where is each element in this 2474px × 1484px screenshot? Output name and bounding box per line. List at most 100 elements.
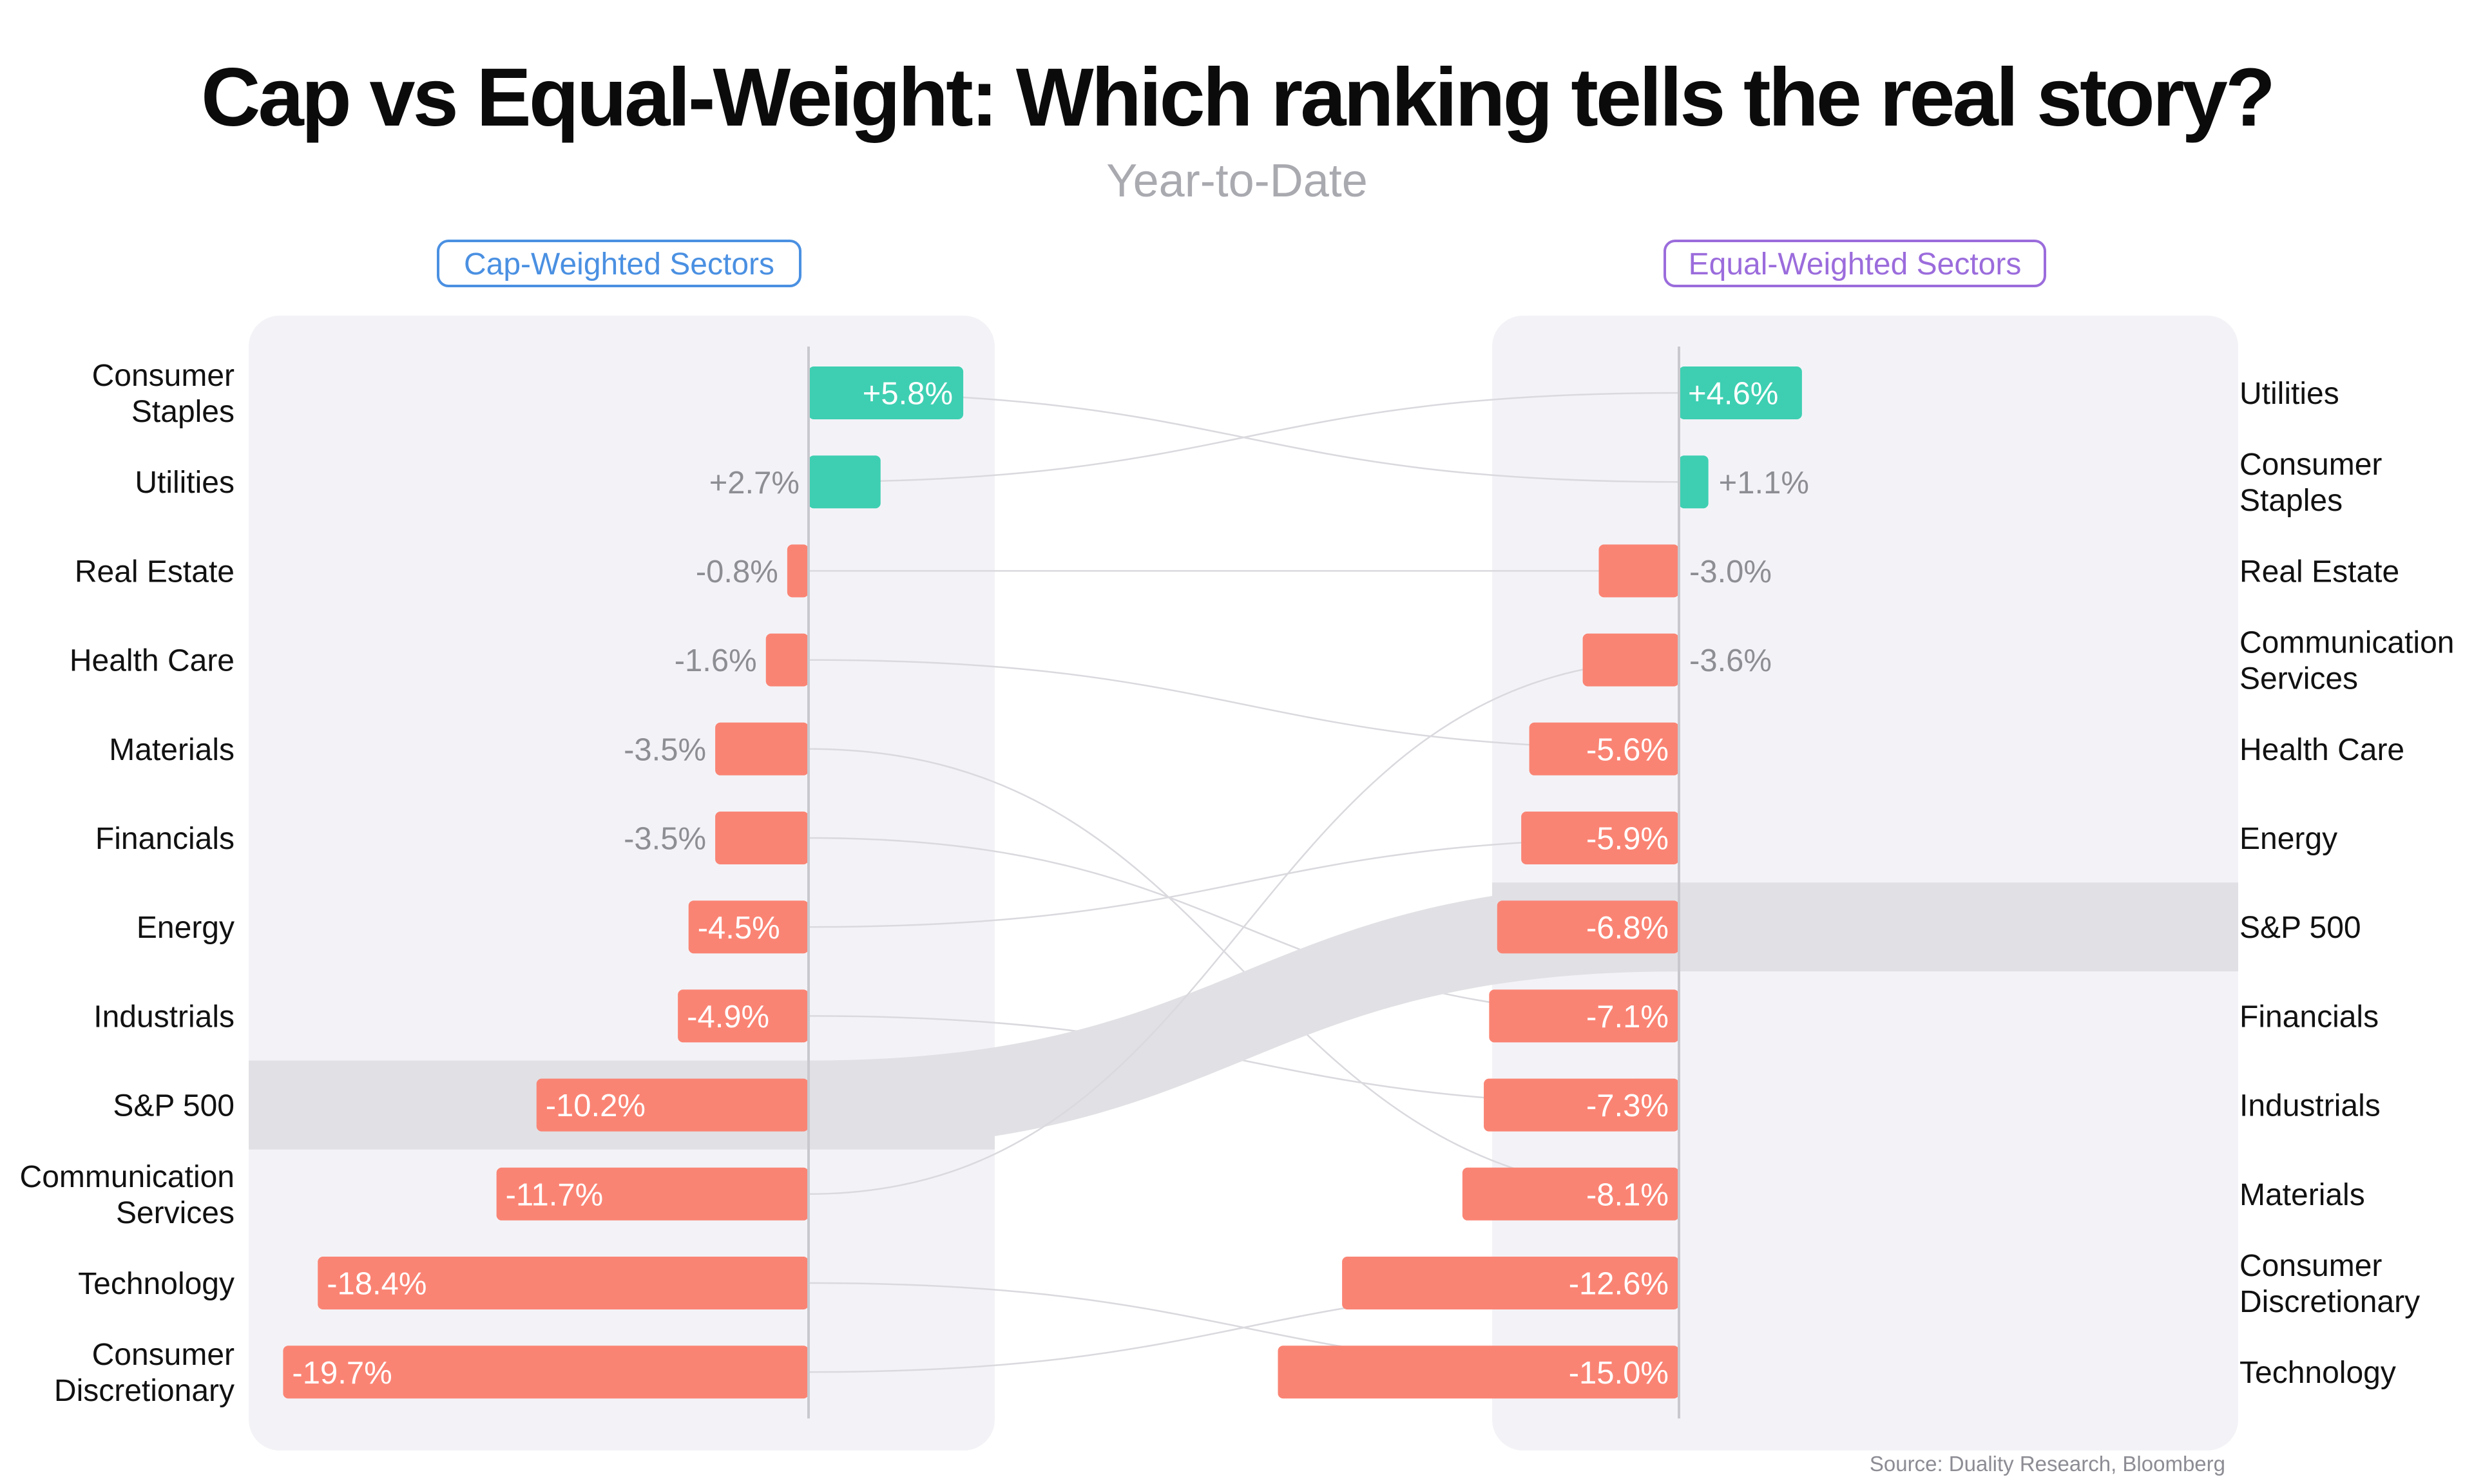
equal-category-label-line: Consumer bbox=[2239, 1249, 2382, 1283]
equal-category-label-line: Staples bbox=[2239, 484, 2343, 518]
cap-value-label: -3.5% bbox=[624, 822, 706, 857]
equal-category-label: S&P 500 bbox=[2239, 911, 2361, 945]
source-note: Source: Duality Research, Bloomberg bbox=[1869, 1452, 2225, 1476]
connector-energy bbox=[808, 837, 1680, 928]
equal-category-label-line: Utilities bbox=[2239, 377, 2339, 411]
cap-category-label-line: Materials bbox=[109, 733, 235, 767]
cap-category-label-line: Discretionary bbox=[54, 1374, 235, 1408]
equal-weighted-panel-label: Equal-Weighted Sectors bbox=[1664, 240, 2046, 287]
cap-value-label: -4.5% bbox=[698, 911, 780, 946]
cap-category-label-line: S&P 500 bbox=[113, 1089, 235, 1123]
equal-bar-consumer-staples bbox=[1679, 455, 1709, 509]
equal-category-label: Technology bbox=[2239, 1356, 2396, 1390]
equal-value-label: +4.6% bbox=[1688, 377, 1778, 412]
cap-value-label: -4.9% bbox=[687, 1000, 769, 1034]
equal-category-label-line: Technology bbox=[2239, 1356, 2396, 1390]
chart-title: Cap vs Equal-Weight: Which ranking tells… bbox=[201, 52, 2276, 144]
equal-category-label-line: Consumer bbox=[2239, 448, 2382, 482]
cap-category-label-line: Communication bbox=[20, 1160, 235, 1194]
equal-category-label: Industrials bbox=[2239, 1089, 2381, 1123]
equal-category-label-line: Discretionary bbox=[2239, 1285, 2420, 1319]
cap-bar-communication-services bbox=[496, 1167, 809, 1221]
equal-category-label-line: Communication bbox=[2239, 626, 2454, 660]
equal-category-label-line: Industrials bbox=[2239, 1089, 2381, 1123]
cap-value-label: -3.5% bbox=[624, 732, 706, 767]
equal-value-label: -7.1% bbox=[1586, 1000, 1669, 1034]
equal-value-label: -15.0% bbox=[1569, 1356, 1669, 1391]
cap-category-label-line: Services bbox=[116, 1196, 235, 1230]
cap-bar-energy bbox=[688, 900, 809, 954]
cap-bar-consumer-staples bbox=[809, 366, 964, 419]
equal-category-label-line: Energy bbox=[2239, 822, 2337, 856]
cap-category-label-line: Real Estate bbox=[75, 555, 235, 589]
equal-category-label: Consumer Discretionary bbox=[2239, 1249, 2420, 1319]
connector-materials bbox=[808, 748, 1680, 1195]
equal-bar-consumer-discretionary bbox=[1342, 1257, 1679, 1309]
equal-value-label: -8.1% bbox=[1586, 1177, 1669, 1212]
connector-health-care bbox=[808, 659, 1680, 750]
cap-category-label-line: Consumer bbox=[92, 1338, 235, 1372]
equal-value-label: -12.6% bbox=[1569, 1267, 1669, 1302]
equal-bar-industrials bbox=[1484, 1078, 1679, 1132]
benchmark-ribbon bbox=[809, 882, 1679, 1150]
cap-bar-consumer-discretionary bbox=[283, 1346, 809, 1399]
connector-utilities bbox=[808, 392, 1680, 483]
cap-bar-financials bbox=[715, 812, 809, 864]
cap-category-label-line: Energy bbox=[137, 911, 235, 945]
equal-category-label-line: Health Care bbox=[2239, 733, 2404, 767]
cap-category-label: Consumer Staples bbox=[92, 359, 235, 429]
cap-category-label-line: Staples bbox=[131, 395, 235, 429]
cap-category-label: Consumer Discretionary bbox=[54, 1338, 235, 1408]
cap-value-label: -18.4% bbox=[327, 1267, 427, 1302]
equal-bar-health-care bbox=[1529, 722, 1679, 775]
cap-category-label: Technology bbox=[78, 1267, 235, 1301]
equal-value-label: +1.1% bbox=[1719, 466, 1809, 500]
equal-bar-technology bbox=[1278, 1346, 1679, 1399]
cap-value-label: -10.2% bbox=[546, 1089, 646, 1123]
cap-category-label: Energy bbox=[137, 911, 235, 945]
equal-bar-financials bbox=[1489, 989, 1679, 1043]
cap-bar-sandp-500 bbox=[536, 1078, 809, 1132]
equal-category-label: Consumer Staples bbox=[2239, 448, 2382, 518]
cap-value-label: +5.8% bbox=[863, 377, 953, 412]
equal-bar-communication-services bbox=[1582, 633, 1679, 687]
cap-category-label: Utilities bbox=[135, 466, 235, 500]
chart-subtitle: Year-to-Date bbox=[1106, 155, 1368, 207]
equal-value-label: -5.9% bbox=[1586, 822, 1669, 857]
cap-bar-technology bbox=[318, 1257, 809, 1309]
cap-value-label: -1.6% bbox=[675, 643, 757, 678]
equal-category-label: Materials bbox=[2239, 1178, 2365, 1212]
cap-category-label: S&P 500 bbox=[113, 1089, 235, 1123]
equal-category-label-line: Services bbox=[2239, 662, 2358, 696]
cap-category-label-line: Financials bbox=[95, 822, 235, 856]
equal-category-label: Health Care bbox=[2239, 733, 2404, 767]
cap-bar-materials bbox=[715, 722, 809, 775]
equal-category-label: Real Estate bbox=[2239, 555, 2399, 589]
equal-bar-energy bbox=[1521, 812, 1679, 864]
cap-value-label: -0.8% bbox=[696, 555, 778, 589]
equal-category-label: Financials bbox=[2239, 1000, 2379, 1034]
cap-value-label: +2.7% bbox=[709, 466, 800, 500]
equal-bar-utilities bbox=[1679, 366, 1802, 419]
equal-category-label: Utilities bbox=[2239, 377, 2339, 411]
cap-category-label-line: Technology bbox=[78, 1267, 235, 1301]
cap-value-label: -11.7% bbox=[506, 1177, 604, 1212]
equal-value-label: -5.6% bbox=[1586, 732, 1669, 767]
equal-value-label: -3.6% bbox=[1689, 643, 1772, 678]
equal-value-label: -3.0% bbox=[1689, 555, 1772, 589]
cap-category-label-line: Consumer bbox=[92, 359, 235, 393]
cap-category-label: Real Estate bbox=[75, 555, 235, 589]
connector-communication-services bbox=[808, 659, 1680, 1195]
equal-category-label-line: S&P 500 bbox=[2239, 911, 2361, 945]
equal-category-label: Energy bbox=[2239, 822, 2337, 856]
equal-value-label: -7.3% bbox=[1586, 1089, 1669, 1123]
cap-category-label: Communication Services bbox=[20, 1160, 235, 1230]
equal-category-label-line: Financials bbox=[2239, 1000, 2379, 1034]
cap-category-label-line: Utilities bbox=[135, 466, 235, 500]
cap-category-label: Materials bbox=[109, 733, 235, 767]
equal-value-label: -6.8% bbox=[1586, 911, 1669, 946]
cap-category-label: Health Care bbox=[70, 644, 235, 678]
equal-bar-materials bbox=[1462, 1167, 1679, 1221]
equal-category-label-line: Real Estate bbox=[2239, 555, 2399, 589]
